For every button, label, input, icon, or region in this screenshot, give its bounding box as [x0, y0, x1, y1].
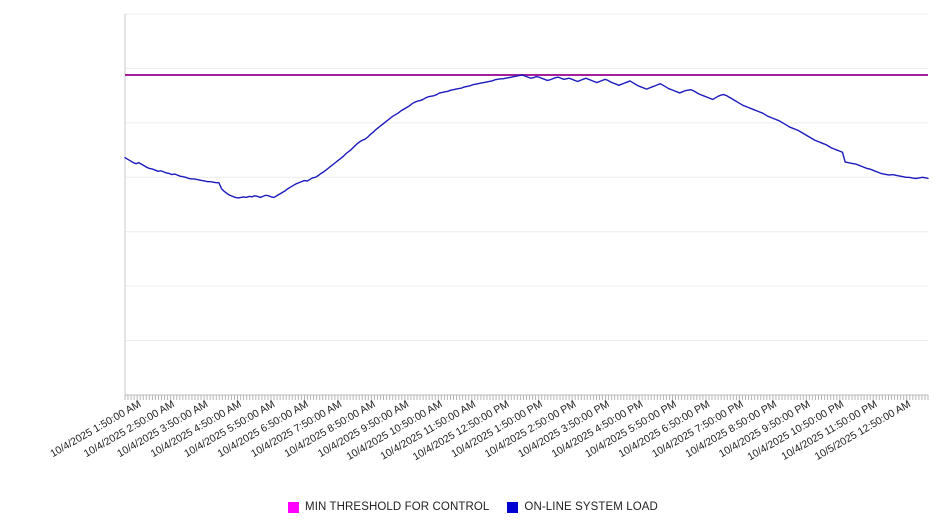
legend-swatch-system-load: [507, 501, 519, 513]
legend-item-system-load: ON-LINE SYSTEM LOAD: [507, 501, 658, 513]
legend-swatch-min-threshold: [288, 501, 300, 513]
chart-legend: MIN THRESHOLD FOR CONTROL ON-LINE SYSTEM…: [0, 495, 946, 519]
on-line-system-load-line: [124, 74, 929, 199]
legend-label-min-threshold: MIN THRESHOLD FOR CONTROL: [305, 501, 490, 513]
legend-label-system-load: ON-LINE SYSTEM LOAD: [524, 501, 658, 513]
x-axis-ticks: [124, 395, 929, 400]
gridlines: [125, 13, 928, 396]
legend-item-min-threshold: MIN THRESHOLD FOR CONTROL: [288, 501, 489, 513]
